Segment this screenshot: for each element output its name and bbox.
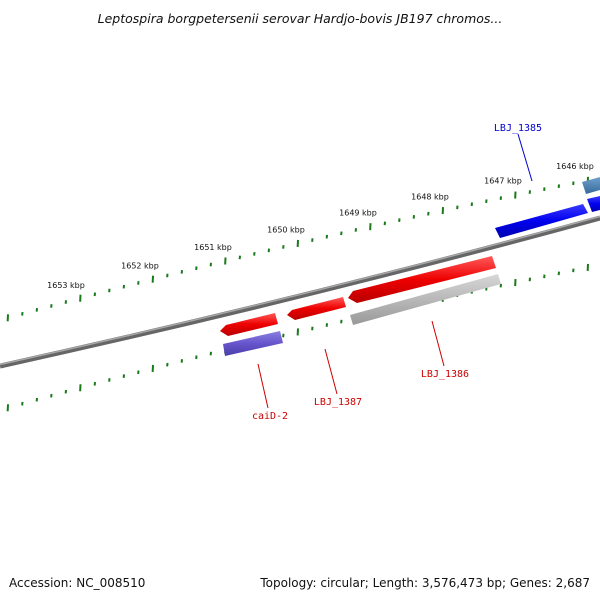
forward-gene-lbj-1385[interactable] xyxy=(495,196,600,238)
scale-labels: 1646 kbp 1647 kbp 1648 kbp 1649 kbp 1650 kbp… xyxy=(47,162,594,290)
kbp-label: 1653 kbp xyxy=(47,281,85,290)
accession-text: Accession: NC_008510 xyxy=(9,576,145,590)
genome-summary-text: Topology: circular; Length: 3,576,473 bp… xyxy=(259,576,590,590)
kbp-label: 1651 kbp xyxy=(194,243,232,252)
reverse-gene-caid-2[interactable] xyxy=(220,313,278,336)
leader-line-lbj-1387 xyxy=(324,348,338,395)
kbp-label: 1649 kbp xyxy=(339,208,377,217)
kbp-label: 1646 kbp xyxy=(556,162,594,171)
steelblue-feature xyxy=(582,177,600,194)
kbp-label: 1652 kbp xyxy=(121,262,159,271)
chromosome-backbone-highlight xyxy=(0,215,600,366)
gene-label-lbj-1387[interactable]: LBJ_1387 xyxy=(314,397,362,408)
map-title: Leptospira borgpetersenii serovar Hardjo… xyxy=(98,11,503,26)
leader-line-lbj-1386 xyxy=(431,320,445,367)
gray-feature xyxy=(350,274,501,325)
kbp-label: 1647 kbp xyxy=(484,177,522,186)
gene-label-lbj-1385[interactable]: LBJ_1385 xyxy=(494,123,542,134)
leader-line-lbj-1385 xyxy=(517,133,533,182)
chromosome-backbone xyxy=(0,215,600,369)
gene-label-caid-2[interactable]: caiD-2 xyxy=(252,411,288,422)
kbp-label: 1648 kbp xyxy=(411,192,449,201)
outer-tick-ring xyxy=(6,176,589,322)
inner-tick-ring xyxy=(6,263,589,412)
purple-feature xyxy=(223,331,283,356)
leader-line-caid-2 xyxy=(257,363,269,409)
kbp-label: 1650 kbp xyxy=(267,225,305,234)
reverse-gene-lbj-1387[interactable] xyxy=(287,297,346,320)
gene-label-lbj-1386[interactable]: LBJ_1386 xyxy=(421,369,469,380)
reverse-gene-lbj-1386[interactable] xyxy=(348,256,496,303)
